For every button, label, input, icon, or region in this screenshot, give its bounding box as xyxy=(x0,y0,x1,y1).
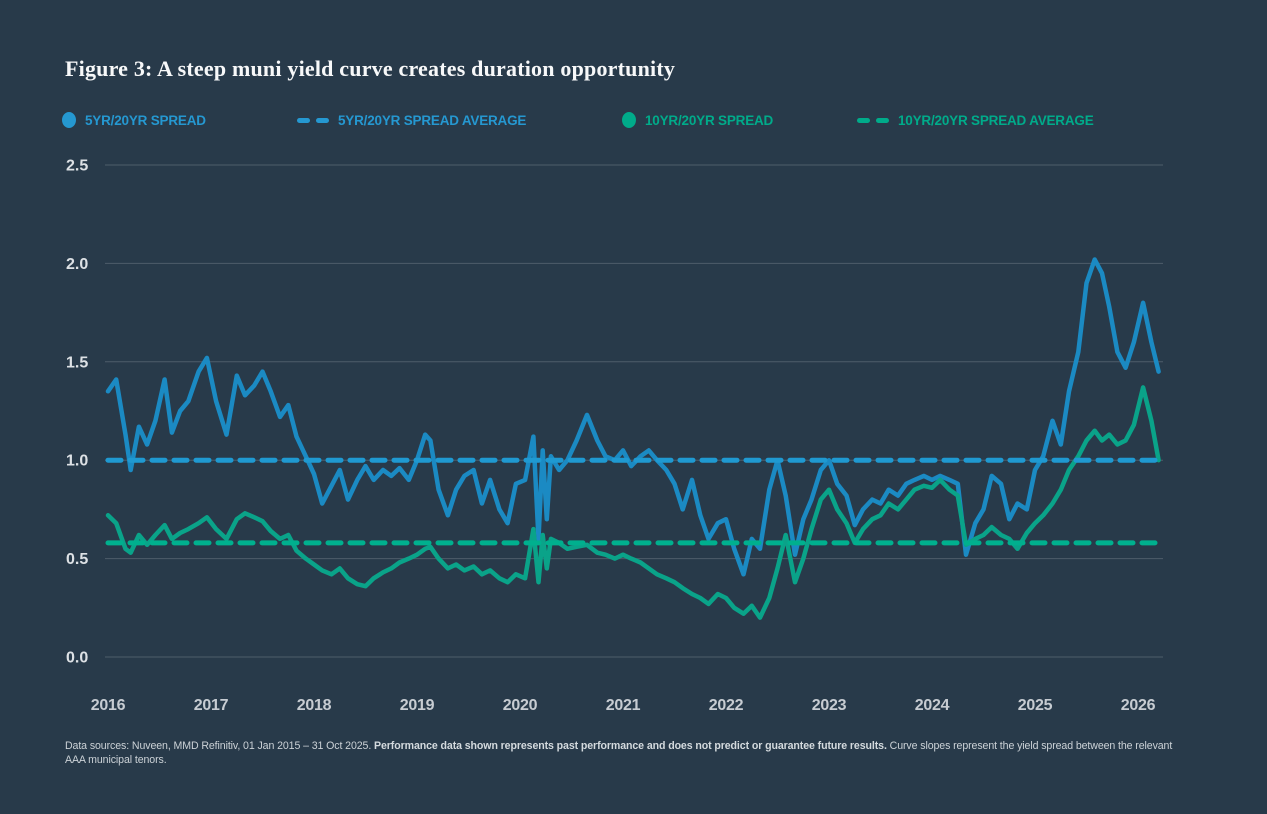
y-axis-tick-label: 2.0 xyxy=(66,256,88,273)
dash-icon xyxy=(857,117,889,123)
legend-item-5yr-20yr-spread: 5YR/20YR SPREAD xyxy=(62,109,206,131)
x-axis-tick-label: 2018 xyxy=(297,697,332,714)
y-axis-tick-label: 0.5 xyxy=(66,551,88,568)
x-axis-tick-label: 2022 xyxy=(709,697,744,714)
y-axis-tick-label: 0.0 xyxy=(66,650,88,667)
x-axis-tick-label: 2019 xyxy=(400,697,435,714)
page-title: Figure 3: A steep muni yield curve creat… xyxy=(65,56,676,81)
x-axis-tick-label: 2025 xyxy=(1018,697,1053,714)
footnote-description: Curve slopes represent the yield spread … xyxy=(65,740,1173,766)
x-axis-tick-label: 2016 xyxy=(91,697,126,714)
line-chart: 0.0 0.5 1.0 1.5 2.0 2.5 2016 2017 2018 2019 2020 20… xyxy=(66,158,1166,714)
legend-label: 5YR/20YR SPREAD xyxy=(85,112,206,128)
x-axis-tick-label: 2020 xyxy=(503,697,538,714)
chart-legend: 5YR/20YR SPREAD 5YR/20YR SPREAD AVERAGE … xyxy=(0,109,1267,133)
dot-icon xyxy=(62,112,76,128)
x-axis-tick-label: 2021 xyxy=(606,697,641,714)
y-axis-tick-label: 1.0 xyxy=(66,453,88,470)
x-axis-tick-label: 2026 xyxy=(1121,697,1156,714)
x-axis-tick-label: 2024 xyxy=(915,697,950,714)
y-axis-tick-label: 2.5 xyxy=(66,158,88,175)
footnote-sources: Data sources: Nuveen, MMD Refinitiv, 01 … xyxy=(65,740,375,752)
legend-item-10yr-20yr-spread: 10YR/20YR SPREAD xyxy=(622,109,773,131)
legend-item-5yr-20yr-spread-average: 5YR/20YR SPREAD AVERAGE xyxy=(297,109,526,131)
dot-icon xyxy=(622,112,636,128)
legend-label: 10YR/20YR SPREAD AVERAGE xyxy=(898,112,1094,128)
footnote-disclaimer: Performance data shown represents past p… xyxy=(374,740,887,752)
x-axis-tick-label: 2017 xyxy=(194,697,229,714)
y-axis-tick-label: 1.5 xyxy=(66,354,88,371)
dash-icon xyxy=(297,117,329,123)
legend-label: 5YR/20YR SPREAD AVERAGE xyxy=(338,112,527,128)
series-10yr-20yr-spread xyxy=(105,385,1161,620)
footnote: Data sources: Nuveen, MMD Refinitiv, 01 … xyxy=(65,740,1193,767)
x-axis-tick-label: 2023 xyxy=(812,697,847,714)
legend-item-10yr-20yr-spread-average: 10YR/20YR SPREAD AVERAGE xyxy=(857,109,1094,131)
legend-label: 10YR/20YR SPREAD xyxy=(645,112,774,128)
